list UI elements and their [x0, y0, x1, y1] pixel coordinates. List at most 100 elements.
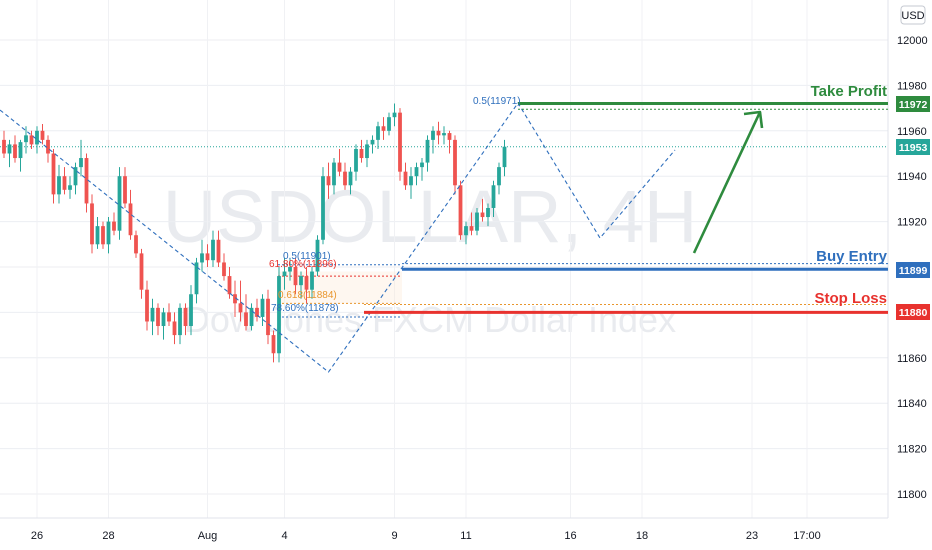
candle [62, 167, 67, 195]
time-tick-label: 26 [31, 530, 43, 542]
candle [40, 123, 45, 145]
candle [337, 148, 342, 177]
candle-body [211, 239, 215, 261]
candle [24, 126, 28, 154]
candle-body [134, 235, 138, 254]
candle [409, 167, 413, 199]
candle [354, 144, 358, 181]
price-tick-label: 12000 [897, 35, 928, 47]
candle [310, 267, 314, 299]
candle [216, 230, 221, 267]
candle-body [260, 298, 265, 317]
candle [282, 257, 287, 290]
candle-body [7, 144, 12, 154]
fib-label-low-leg: 0.5(11901) [283, 251, 331, 262]
stop-loss-tag: 11880 [896, 304, 930, 320]
candle [271, 330, 276, 363]
candle [35, 126, 39, 154]
svg-text:11953: 11953 [899, 142, 928, 154]
candle-body [167, 312, 171, 322]
candle [370, 135, 375, 154]
candle-body [398, 112, 402, 172]
candle [194, 257, 199, 304]
candle [464, 221, 468, 245]
candle-body [387, 117, 391, 131]
fib-label-786: 78.60%(11878) [271, 303, 339, 314]
time-tick-label: 28 [102, 530, 114, 542]
time-axis[interactable]: 26 28 Aug 4 9 11 16 18 23 17:00 [31, 530, 821, 542]
candle [90, 194, 94, 254]
fib-retracement[interactable] [278, 264, 402, 318]
candle [128, 189, 133, 240]
price-tick-label: 11940 [897, 171, 927, 183]
candle [359, 139, 364, 163]
price-tick-label: 11840 [897, 398, 927, 410]
candle [7, 139, 12, 168]
time-tick-label: 11 [460, 530, 471, 542]
candle [365, 139, 369, 168]
candle-body [414, 167, 419, 177]
candle [57, 164, 61, 204]
candle [134, 230, 138, 258]
candle-body [376, 126, 380, 140]
candle [73, 162, 78, 195]
candle [150, 298, 155, 336]
candle [167, 303, 171, 327]
candle [249, 303, 254, 331]
candle [458, 180, 463, 240]
candle-body [117, 176, 122, 231]
upside-arrow[interactable] [692, 110, 764, 254]
candle [183, 303, 188, 336]
candle [266, 289, 270, 345]
candle-body [299, 276, 303, 286]
candle-body [95, 226, 100, 245]
candle-body [194, 262, 199, 295]
candle-body [145, 289, 149, 322]
candle-body [178, 307, 182, 336]
candle-body [480, 212, 485, 218]
candle-body [57, 176, 61, 195]
candle-body [288, 267, 292, 272]
candle [475, 207, 479, 236]
candle [211, 230, 215, 267]
candle [46, 135, 50, 163]
candle-body [189, 294, 193, 327]
candle [145, 280, 149, 331]
grid [0, 0, 888, 518]
candle-body [84, 158, 89, 204]
currency-button[interactable] [900, 5, 926, 25]
candle [123, 167, 127, 208]
candle-body [420, 162, 424, 168]
watermark-symbol: USDOLLAR, 4H [163, 175, 698, 258]
candle [178, 303, 182, 345]
candle-body [304, 276, 309, 290]
fib-zone [278, 271, 402, 304]
candle-body [431, 130, 435, 140]
candle-body [491, 185, 496, 208]
candle [29, 130, 34, 149]
candle-body [222, 262, 226, 277]
candle-body [315, 239, 320, 272]
candle [398, 108, 402, 181]
candle [491, 180, 496, 218]
candle [222, 253, 226, 281]
candle [205, 244, 210, 267]
currency-label: USD [901, 10, 924, 22]
candle [326, 162, 331, 199]
candle-body [458, 185, 463, 236]
candle-body [277, 276, 281, 354]
candle [161, 307, 166, 340]
candle [95, 217, 100, 249]
trade-levels[interactable] [364, 102, 888, 314]
candle [244, 294, 248, 331]
candle [172, 312, 177, 345]
candle-body [436, 130, 441, 136]
time-tick-label: 17:00 [793, 530, 821, 542]
candle [348, 167, 353, 195]
candle-body [453, 139, 457, 186]
candle-body [150, 307, 155, 322]
fib-label-0618: 0.618(11884) [278, 290, 337, 301]
candle [18, 139, 23, 172]
candle-body [392, 112, 397, 118]
